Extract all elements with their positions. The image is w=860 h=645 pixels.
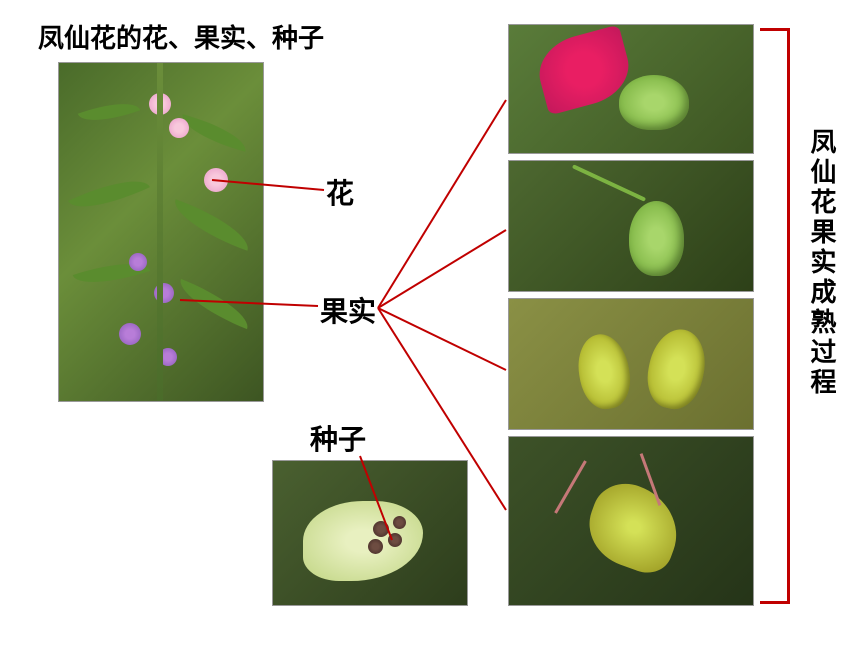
seed-label: 种子 — [310, 418, 366, 458]
fruit-label: 果实 — [320, 290, 376, 330]
fruit-stage1-photo — [508, 24, 754, 154]
seed-photo — [272, 460, 468, 606]
process-bracket — [760, 28, 790, 604]
fruit-stage2-photo — [508, 160, 754, 292]
fruit-stage4-photo — [508, 436, 754, 606]
page-title: 凤仙花的花、果实、种子 — [38, 18, 324, 55]
fruit-stage3-photo — [508, 298, 754, 430]
main-plant-photo — [58, 62, 264, 402]
process-vertical-label: 凤仙花果实成熟过程 — [804, 128, 841, 398]
flower-label: 花 — [326, 172, 354, 212]
